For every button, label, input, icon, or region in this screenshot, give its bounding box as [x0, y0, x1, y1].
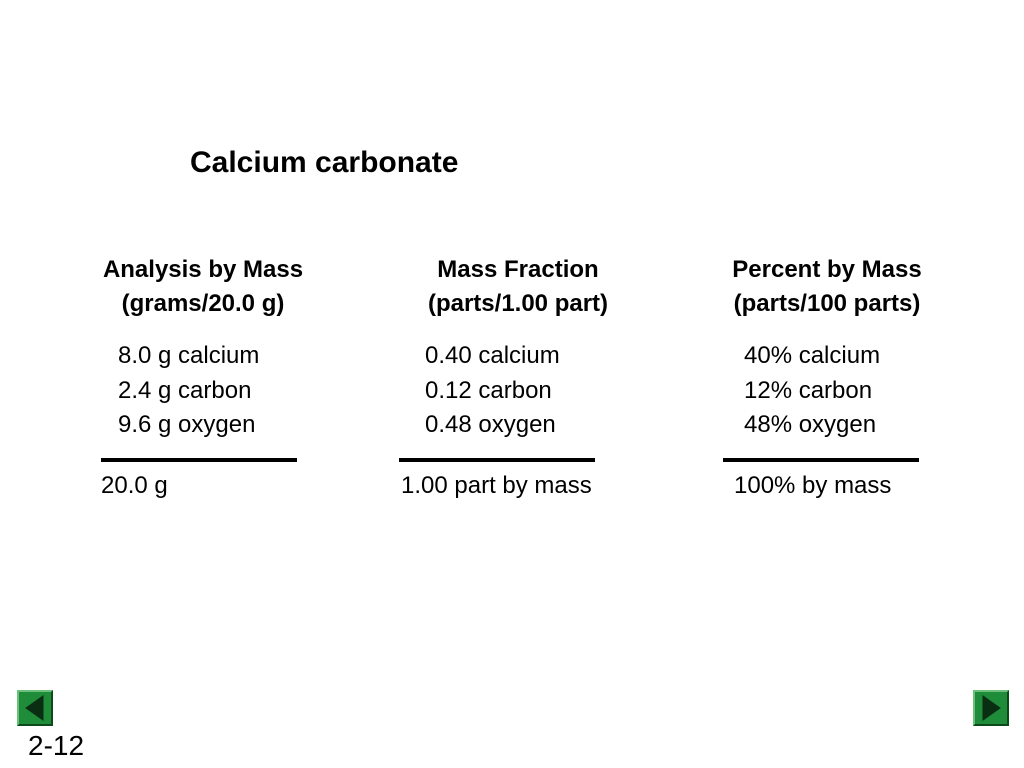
sum-divider	[399, 458, 595, 462]
column-heading-units: (grams/20.0 g)	[121, 290, 285, 317]
column-heading: Analysis by Mass (grams/20.0 g)	[63, 253, 343, 321]
next-slide-button[interactable]	[973, 690, 1009, 726]
list-item: 2.4 g carbon	[118, 376, 252, 404]
column-heading-units: (parts/1.00 part)	[427, 290, 609, 317]
slide-title: Calcium carbonate	[190, 146, 459, 179]
list-item: 8.0 g calcium	[118, 342, 260, 369]
list-item: 0.12 carbon	[425, 376, 552, 404]
column-percent-by-mass: Percent by Mass (parts/100 parts) 40% ca…	[687, 253, 967, 499]
slide-number: 2-12	[28, 730, 85, 761]
column-analysis-by-mass: Analysis by Mass (grams/20.0 g) 8.0 g ca…	[63, 253, 343, 499]
component-list: 40% calcium 12% carbon 48% oxygen	[744, 339, 880, 443]
column-heading-title: Percent by Mass	[732, 256, 922, 283]
total-value: 20.0 g	[101, 472, 168, 499]
list-item: 48% oxygen	[744, 411, 877, 438]
component-list: 0.40 calcium 0.12 carbon 0.48 oxygen	[425, 339, 560, 443]
component-list: 8.0 g calcium 2.4 g carbon 9.6 g oxygen	[118, 339, 259, 443]
triangle-left-icon	[25, 695, 44, 721]
sum-divider	[723, 458, 919, 462]
total-value: 1.00 part by mass	[401, 472, 592, 499]
triangle-right-icon	[982, 695, 1001, 721]
column-heading: Percent by Mass (parts/100 parts)	[687, 253, 967, 321]
column-heading-title: Analysis by Mass	[102, 256, 304, 283]
column-heading-units: (parts/100 parts)	[733, 290, 921, 317]
total-value: 100% by mass	[734, 472, 892, 499]
list-item: 0.48 oxygen	[425, 411, 556, 438]
column-heading: Mass Fraction (parts/1.00 part)	[378, 253, 658, 321]
sum-divider	[101, 458, 297, 462]
list-item: 40% calcium	[744, 342, 881, 369]
list-item: 12% carbon	[744, 376, 873, 404]
list-item: 9.6 g oxygen	[118, 411, 256, 438]
list-item: 0.40 calcium	[425, 342, 560, 369]
column-mass-fraction: Mass Fraction (parts/1.00 part) 0.40 cal…	[378, 253, 658, 499]
previous-slide-button[interactable]	[17, 690, 53, 726]
column-heading-title: Mass Fraction	[437, 256, 599, 283]
